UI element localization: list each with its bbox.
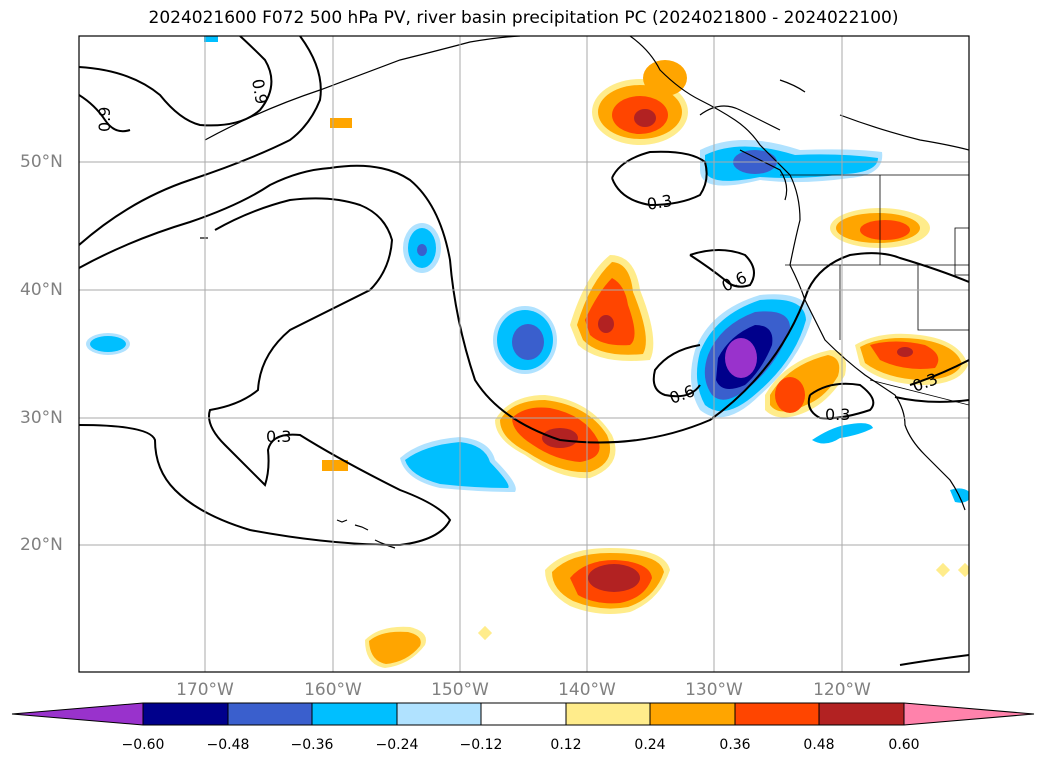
political-borders bbox=[780, 174, 969, 406]
map-title: 2024021600 F072 500 hPa PV, river basin … bbox=[148, 8, 899, 28]
colorbar-extend-low bbox=[12, 703, 143, 725]
lon-label-140w: 140°W bbox=[558, 680, 616, 700]
colorbar-tick: −0.12 bbox=[459, 737, 503, 753]
lon-label-150w: 150°W bbox=[431, 680, 489, 700]
colorbar-extend-high bbox=[904, 703, 1034, 725]
colorbar-tick: −0.36 bbox=[290, 737, 334, 753]
lat-label-30n: 30°N bbox=[20, 408, 63, 428]
colorbar bbox=[11, 702, 1035, 726]
lon-label-130w: 130°W bbox=[685, 680, 743, 700]
colorbar-tick: 0.36 bbox=[719, 737, 751, 753]
contour-label: 0.3 bbox=[825, 405, 850, 424]
lat-label-50n: 50°N bbox=[20, 152, 63, 172]
contour-label: 0.9 bbox=[248, 77, 271, 105]
colorbar-tick: −0.48 bbox=[206, 737, 250, 753]
coastlines bbox=[200, 36, 969, 549]
map-frame bbox=[78, 35, 970, 673]
graticule bbox=[79, 36, 969, 672]
colorbar-tick: 0.24 bbox=[634, 737, 666, 753]
pv-contours bbox=[79, 36, 969, 666]
precip-shading bbox=[86, 36, 969, 668]
pv-contour-0.3-west-coast bbox=[611, 150, 708, 207]
pv-contour-0.3-main bbox=[79, 36, 322, 246]
lon-label-170w: 170°W bbox=[176, 680, 234, 700]
contour-label: 0.3 bbox=[266, 427, 291, 446]
colorbar-tick: −0.24 bbox=[375, 737, 419, 753]
colorbar-tick: −0.60 bbox=[121, 737, 165, 753]
lat-label-40n: 40°N bbox=[20, 280, 63, 300]
lat-label-20n: 20°N bbox=[20, 535, 63, 555]
colorbar-tick: 0.60 bbox=[888, 737, 920, 753]
map-plot-area bbox=[79, 36, 969, 668]
contour-label: 0.9 bbox=[95, 107, 114, 132]
pv-contour-0.9-north bbox=[79, 36, 273, 127]
pv-contour-0.6 bbox=[689, 249, 755, 288]
contour-label: 0.3 bbox=[645, 191, 673, 214]
colorbar-tick: 0.12 bbox=[550, 737, 582, 753]
contour-label: 0.6 bbox=[719, 268, 750, 296]
lon-label-120w: 120°W bbox=[813, 680, 871, 700]
colorbar-tick: 0.48 bbox=[803, 737, 835, 753]
lon-label-160w: 160°W bbox=[304, 680, 362, 700]
